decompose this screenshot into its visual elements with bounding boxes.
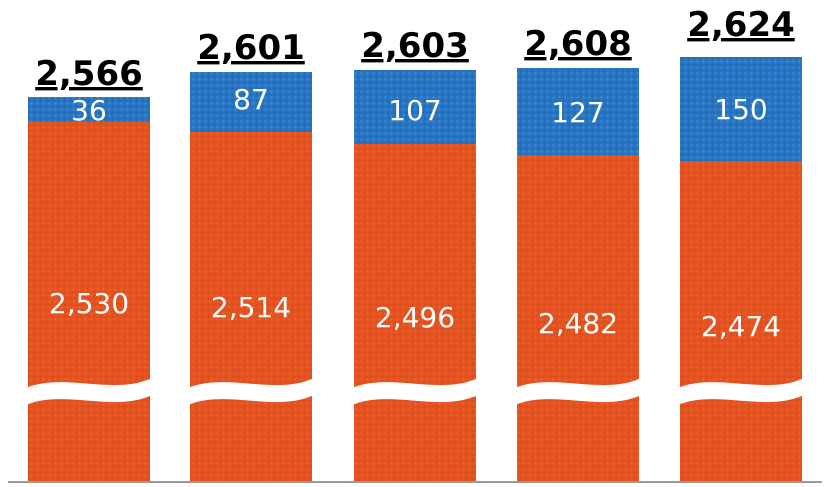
bar-upper-5 <box>680 57 802 161</box>
bar-upper-1 <box>28 97 150 122</box>
axis-break-3 <box>352 378 478 405</box>
bar-lower-5 <box>680 161 802 482</box>
bar-lower-2 <box>190 132 312 482</box>
bar-group-2: 2,514 87 2,601 <box>188 28 314 482</box>
bar-total-label-2: 2,601 <box>197 28 305 68</box>
bar-lower-label-2: 2,514 <box>211 291 291 324</box>
bar-upper-label-5: 150 <box>714 93 767 126</box>
bar-upper-2 <box>190 72 312 132</box>
axis-break-4 <box>515 378 641 405</box>
bar-total-label-5: 2,624 <box>687 5 795 45</box>
axis-break-5 <box>678 378 804 405</box>
bar-lower-label-4: 2,482 <box>538 307 618 340</box>
axis-break-2 <box>188 378 314 405</box>
bar-lower-label-1: 2,530 <box>49 287 129 320</box>
bar-lower-3 <box>354 144 476 482</box>
bar-lower-label-5: 2,474 <box>701 310 781 343</box>
bar-total-label-4: 2,608 <box>524 24 632 64</box>
bar-group-3: 2,496 107 2,603 <box>352 26 478 482</box>
bar-total-label-3: 2,603 <box>361 26 469 66</box>
bar-upper-4 <box>517 68 639 155</box>
bar-lower-1 <box>28 122 150 482</box>
bar-upper-3 <box>354 70 476 144</box>
bar-upper-label-3: 107 <box>388 94 441 127</box>
bar-group-4: 2,482 127 2,608 <box>515 24 641 482</box>
bar-group-1: 2,530 362,566 <box>26 54 152 482</box>
bar-total-label-1: 2,566 <box>35 54 143 94</box>
bar-upper-label-4: 127 <box>551 96 604 129</box>
bar-lower-4 <box>517 155 639 482</box>
bar-group-5: 2,474 150 2,624 <box>678 5 804 482</box>
bar-upper-label-1: 36 <box>71 94 107 127</box>
bars-layer: 2,530362,5662,514872,6012,4961072,6032,4… <box>26 5 804 482</box>
axis-break-1 <box>26 378 152 405</box>
bar-upper-label-2: 87 <box>233 83 269 116</box>
bar-lower-label-3: 2,496 <box>375 301 455 334</box>
